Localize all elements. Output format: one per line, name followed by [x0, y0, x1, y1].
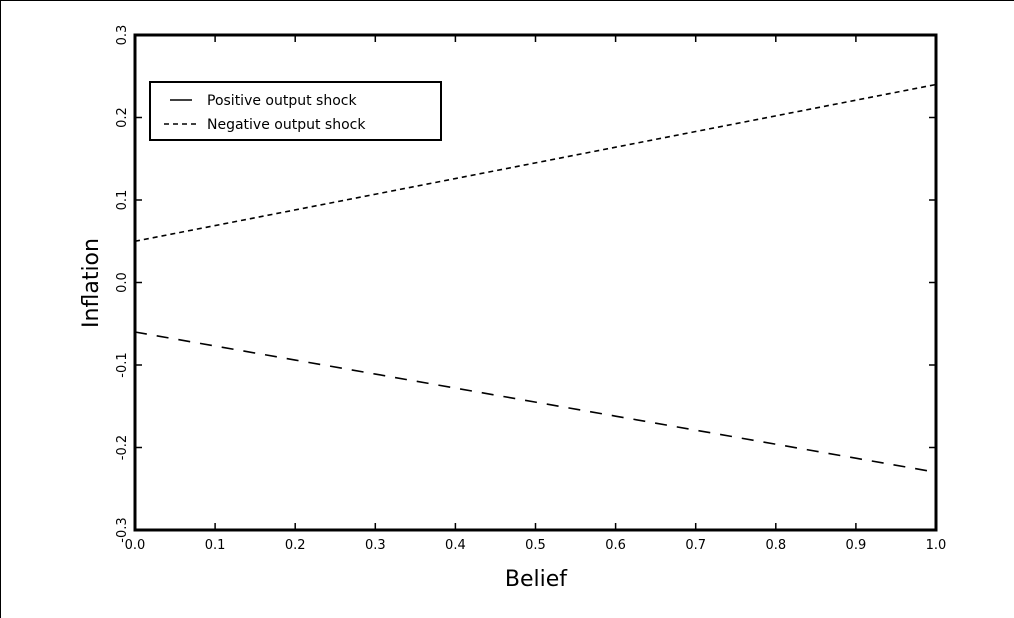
y-tick-label: -0.2	[115, 435, 130, 460]
x-tick-label: 0.0	[125, 538, 146, 553]
y-tick-label: -0.3	[115, 517, 130, 542]
x-tick-label: 0.7	[685, 538, 706, 553]
legend-label-positive-output-shock: Positive output shock	[207, 93, 357, 109]
x-axis-title: Belief	[505, 567, 568, 592]
legend: Positive output shock Negative output sh…	[149, 81, 442, 141]
legend-label-negative-output-shock: Negative output shock	[207, 117, 366, 133]
y-tick-label: 0.2	[115, 107, 130, 128]
x-tick-label: 1.0	[926, 538, 947, 553]
y-tick-label: 0.1	[115, 190, 130, 211]
x-tick-label: 0.1	[205, 538, 226, 553]
series-line-positive-output-shock	[134, 331, 937, 474]
y-tick-label: 0.3	[115, 25, 130, 46]
x-tick-label: 0.5	[525, 538, 546, 553]
series-line-negative-output-shock	[134, 83, 937, 243]
x-tick-label: 0.9	[846, 538, 867, 553]
x-tick-label: 0.8	[765, 538, 786, 553]
x-tick-label: 0.3	[365, 538, 386, 553]
y-ticks: -0.3 -0.2 -0.1 0.0 0.1 0.2 0.3	[115, 25, 936, 543]
x-tick-label: 0.4	[445, 538, 466, 553]
x-tick-label: 0.2	[285, 538, 306, 553]
y-axis-title: Inflation	[79, 238, 104, 328]
legend-box	[149, 81, 442, 141]
y-tick-label: 0.0	[115, 272, 130, 293]
x-ticks: 0.0 0.1 0.2 0.3 0.4 0.5 0.6 0.7 0.8 0.9 1.0	[125, 35, 947, 553]
y-tick-label: -0.1	[115, 352, 130, 377]
x-tick-label: 0.6	[605, 538, 626, 553]
series-layer	[134, 83, 937, 474]
